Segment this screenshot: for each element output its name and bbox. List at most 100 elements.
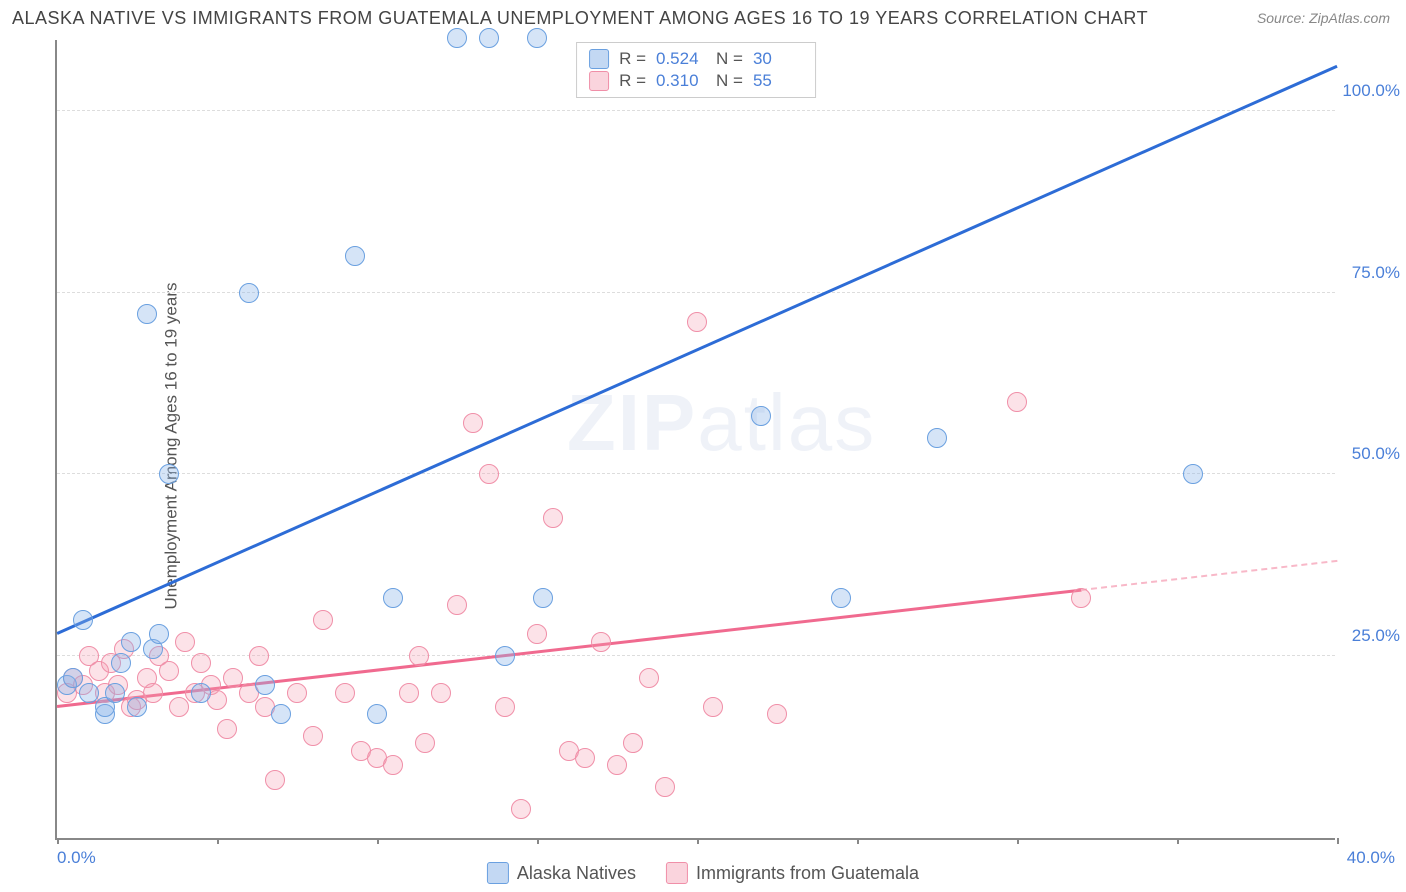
scatter-point-blue — [137, 304, 157, 324]
legend-label-blue: Alaska Natives — [517, 863, 636, 884]
swatch-blue — [487, 862, 509, 884]
scatter-point-blue — [271, 704, 291, 724]
legend-item-pink: Immigrants from Guatemala — [666, 862, 919, 884]
scatter-point-blue — [495, 646, 515, 666]
scatter-point-blue — [751, 406, 771, 426]
scatter-point-pink — [1071, 588, 1091, 608]
tick-v — [217, 838, 219, 844]
scatter-point-pink — [431, 683, 451, 703]
scatter-point-blue — [831, 588, 851, 608]
scatter-point-pink — [399, 683, 419, 703]
scatter-point-pink — [143, 683, 163, 703]
scatter-point-blue — [479, 28, 499, 48]
scatter-point-pink — [447, 595, 467, 615]
swatch-pink — [666, 862, 688, 884]
scatter-point-pink — [767, 704, 787, 724]
scatter-point-blue — [127, 697, 147, 717]
r-label: R = — [619, 71, 646, 91]
scatter-point-pink — [463, 413, 483, 433]
gridline-h — [57, 473, 1335, 474]
tick-v — [857, 838, 859, 844]
legend-item-blue: Alaska Natives — [487, 862, 636, 884]
scatter-point-blue — [255, 675, 275, 695]
scatter-point-pink — [159, 661, 179, 681]
scatter-point-pink — [175, 632, 195, 652]
scatter-point-blue — [345, 246, 365, 266]
scatter-point-pink — [223, 668, 243, 688]
scatter-point-pink — [409, 646, 429, 666]
scatter-point-pink — [703, 697, 723, 717]
scatter-point-pink — [575, 748, 595, 768]
scatter-point-pink — [607, 755, 627, 775]
scatter-point-pink — [265, 770, 285, 790]
scatter-point-blue — [239, 283, 259, 303]
tick-v — [697, 838, 699, 844]
scatter-point-blue — [383, 588, 403, 608]
scatter-point-pink — [479, 464, 499, 484]
n-label: N = — [716, 71, 743, 91]
scatter-point-blue — [73, 610, 93, 630]
scatter-point-pink — [639, 668, 659, 688]
scatter-point-pink — [169, 697, 189, 717]
scatter-point-pink — [191, 653, 211, 673]
scatter-point-pink — [217, 719, 237, 739]
scatter-point-pink — [303, 726, 323, 746]
scatter-point-blue — [927, 428, 947, 448]
correlation-legend: R = 0.524 N = 30 R = 0.310 N = 55 — [576, 42, 816, 98]
x-tick-label: 40.0% — [1347, 848, 1395, 868]
watermark-atlas: atlas — [697, 378, 876, 467]
scatter-point-blue — [191, 683, 211, 703]
tick-v — [1017, 838, 1019, 844]
x-tick-label: 0.0% — [57, 848, 96, 868]
tick-v — [1177, 838, 1179, 844]
y-tick-label: 75.0% — [1352, 263, 1400, 283]
y-tick-label: 100.0% — [1342, 81, 1400, 101]
scatter-point-blue — [447, 28, 467, 48]
n-label: N = — [716, 49, 743, 69]
scatter-point-pink — [527, 624, 547, 644]
source-attribution: Source: ZipAtlas.com — [1257, 10, 1390, 26]
scatter-point-blue — [105, 683, 125, 703]
plot-area: ZIPatlas R = 0.524 N = 30 R = 0.310 N = … — [55, 40, 1335, 840]
legend-row-pink: R = 0.310 N = 55 — [589, 71, 803, 91]
r-label: R = — [619, 49, 646, 69]
tick-v — [377, 838, 379, 844]
r-value-pink: 0.310 — [656, 71, 706, 91]
n-value-pink: 55 — [753, 71, 803, 91]
swatch-pink — [589, 71, 609, 91]
scatter-point-pink — [655, 777, 675, 797]
scatter-point-pink — [687, 312, 707, 332]
scatter-point-blue — [149, 624, 169, 644]
scatter-point-pink — [1007, 392, 1027, 412]
trend-line — [56, 65, 1337, 635]
gridline-h — [57, 110, 1335, 111]
scatter-point-pink — [287, 683, 307, 703]
watermark: ZIPatlas — [567, 377, 876, 469]
scatter-point-blue — [159, 464, 179, 484]
legend-row-blue: R = 0.524 N = 30 — [589, 49, 803, 69]
scatter-point-blue — [121, 632, 141, 652]
scatter-point-pink — [543, 508, 563, 528]
scatter-point-blue — [527, 28, 547, 48]
scatter-point-blue — [367, 704, 387, 724]
tick-v — [57, 838, 59, 844]
legend-label-pink: Immigrants from Guatemala — [696, 863, 919, 884]
tick-v — [1337, 838, 1339, 844]
scatter-point-blue — [111, 653, 131, 673]
scatter-point-pink — [591, 632, 611, 652]
r-value-blue: 0.524 — [656, 49, 706, 69]
scatter-point-blue — [79, 683, 99, 703]
scatter-point-pink — [313, 610, 333, 630]
scatter-point-pink — [335, 683, 355, 703]
scatter-point-blue — [1183, 464, 1203, 484]
series-legend: Alaska Natives Immigrants from Guatemala — [487, 862, 919, 884]
scatter-point-pink — [495, 697, 515, 717]
trend-line — [1081, 560, 1337, 591]
scatter-point-blue — [63, 668, 83, 688]
scatter-point-pink — [511, 799, 531, 819]
scatter-point-blue — [533, 588, 553, 608]
y-tick-label: 50.0% — [1352, 444, 1400, 464]
scatter-point-pink — [623, 733, 643, 753]
scatter-point-pink — [249, 646, 269, 666]
swatch-blue — [589, 49, 609, 69]
